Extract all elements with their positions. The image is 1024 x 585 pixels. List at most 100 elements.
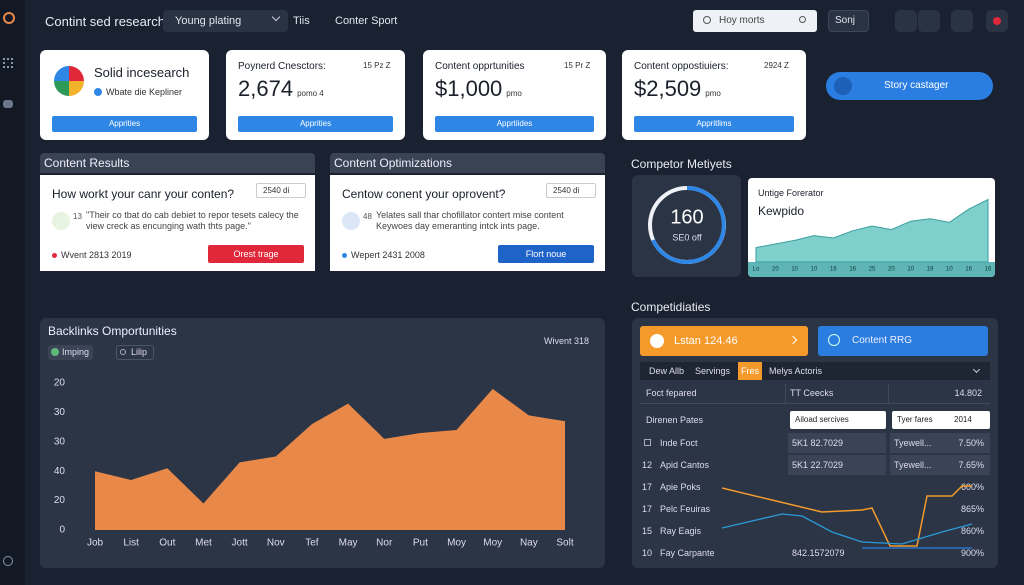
panel-button[interactable]: Orest trage	[208, 245, 304, 263]
quote-icon	[342, 212, 360, 230]
card-unit: pmo	[506, 89, 522, 98]
cta-icon	[834, 77, 852, 95]
mini-chart-card: Lo 20 10 10 16 16 25 20 10 19 10 16 16 Untige Forerat…	[748, 178, 995, 277]
cta-button[interactable]: Story castager	[826, 72, 993, 100]
quote-number: 48	[363, 212, 372, 221]
chart-note: Wivent 318	[544, 336, 590, 346]
card-value-row: $2,509 pmo	[634, 76, 721, 102]
panel-question: Centow conent your oprovent?	[342, 187, 506, 201]
select-label: Aiload sercives	[795, 415, 849, 424]
logo[interactable]	[3, 12, 15, 24]
card-icon	[54, 66, 84, 96]
help-icon[interactable]	[3, 556, 13, 566]
card-button[interactable]: Apprities	[238, 116, 393, 132]
card-subtitle: Wbate die Kepliner	[106, 87, 183, 97]
card-button-label: Apprities	[108, 119, 141, 128]
search-box[interactable]: Hoy morts	[693, 10, 817, 32]
cell: 842.1572079	[792, 548, 845, 558]
cell: 5K1 22.7029	[792, 460, 844, 470]
cell: 7.65%	[958, 460, 984, 470]
trend-line	[721, 485, 972, 547]
x-tick-label: 16	[830, 267, 837, 273]
select[interactable]: 2540 di	[256, 183, 306, 198]
menu-item[interactable]: Tiis	[293, 15, 310, 27]
tab[interactable]: Servings	[695, 366, 731, 376]
cell: 7.50%	[958, 438, 984, 448]
card-title: Solid incesearch	[94, 65, 190, 80]
y-tick-label: 0	[59, 525, 65, 536]
axis-band	[748, 262, 995, 277]
select[interactable]: 2540 di	[546, 183, 596, 198]
x-tick-label: 19	[927, 267, 934, 273]
card: Content opprtunities 15 Pr Z $1,000 pmo Appr…	[423, 50, 606, 140]
x-tick-label: 10	[811, 267, 818, 273]
select[interactable]: Tyer fares 2014	[892, 411, 990, 429]
dropdown[interactable]: Young plating	[163, 10, 288, 32]
cta-label: Story castager	[884, 80, 949, 91]
top-button[interactable]: Sonj	[828, 10, 869, 32]
x-tick-label: May	[339, 538, 358, 549]
panel-header: Content Optimizations	[330, 153, 605, 173]
orange-button[interactable]: Lstan 124.46	[640, 326, 808, 356]
panel-date: Wepert 2431 2008	[351, 250, 425, 260]
tab[interactable]: Melys Actoris	[769, 366, 823, 376]
cell-bg	[788, 455, 886, 475]
mini-card-subtitle: Kewpido	[758, 204, 805, 218]
chart-title: Backlinks Omportunities	[48, 324, 177, 338]
table-row: 17 Apie Poks 600%	[640, 477, 990, 497]
x-tick-label: Solt	[556, 538, 573, 549]
x-tick-label: 16	[965, 267, 972, 273]
doc-icon[interactable]	[918, 10, 940, 32]
bag-icon[interactable]	[951, 10, 973, 32]
cell: Ray Eagis	[660, 526, 702, 536]
cell: Foct fepared	[646, 388, 697, 398]
panel-date: Wvent 2813 2019	[61, 250, 132, 260]
tab[interactable]: Fres	[738, 362, 762, 380]
cell: TT Ceecks	[790, 388, 834, 398]
chevron	[271, 12, 281, 22]
section-heading: Competidiaties	[631, 300, 711, 314]
divider	[785, 384, 786, 404]
gauge-label: SE0 off	[672, 232, 702, 242]
x-tick-label: 20	[772, 267, 779, 273]
tab[interactable]: Dew Allb	[649, 366, 685, 376]
card-badge: 2924 Z	[764, 61, 789, 70]
card-button[interactable]: Apprtiides	[435, 116, 594, 132]
card-badge: 15 Pr Z	[564, 61, 591, 70]
select-label: Tyer fares	[897, 415, 933, 424]
panel-button[interactable]: Flort noue	[498, 245, 594, 263]
alert-icon[interactable]	[986, 10, 1008, 32]
area	[755, 198, 989, 263]
card-value-row: 2,674 pomo 4	[238, 76, 324, 102]
panel-button-label: Flort noue	[525, 249, 567, 259]
quote-number: 13	[73, 212, 82, 221]
card-button[interactable]: Appritlims	[634, 116, 794, 132]
nav-icon[interactable]	[3, 100, 13, 108]
summary-row: Foct fepared TT Ceecks 14.802	[640, 384, 990, 404]
x-tick-label: Nov	[267, 538, 285, 549]
home-icon[interactable]	[895, 10, 917, 32]
page-title: Contint sed research	[45, 14, 165, 29]
filter[interactable]: Lilip	[116, 345, 155, 360]
blue-button[interactable]: Content RRG	[818, 326, 988, 356]
grid-icon[interactable]	[3, 58, 13, 68]
quote-text: Yelates sall thar chofillator contert mi…	[376, 210, 564, 231]
top-button-label: Sonj	[835, 15, 856, 26]
dropdown-label: Young plating	[175, 15, 242, 27]
x-tick-label: Jott	[232, 538, 248, 549]
select-label: 2014	[954, 415, 972, 424]
panel-header: Content Results	[40, 153, 315, 173]
quote-text: "Their co tbat do cab debiet to repor te…	[86, 210, 299, 231]
menu-item[interactable]: Conter Sport	[335, 15, 398, 27]
date-dot	[342, 253, 347, 258]
search-icon	[799, 16, 806, 23]
filter[interactable]: Imping	[48, 345, 94, 360]
card-label: Poynerd Cnesctors:	[238, 61, 326, 72]
card-button[interactable]: Apprities	[52, 116, 197, 132]
date-dot	[52, 253, 57, 258]
cell: 865%	[960, 504, 984, 514]
section-heading: Competor Metiyets	[631, 157, 732, 171]
select[interactable]: Aiload sercives	[790, 411, 886, 429]
cell: Fay Carpante	[660, 548, 715, 558]
x-tick-label: Nay	[520, 538, 538, 549]
